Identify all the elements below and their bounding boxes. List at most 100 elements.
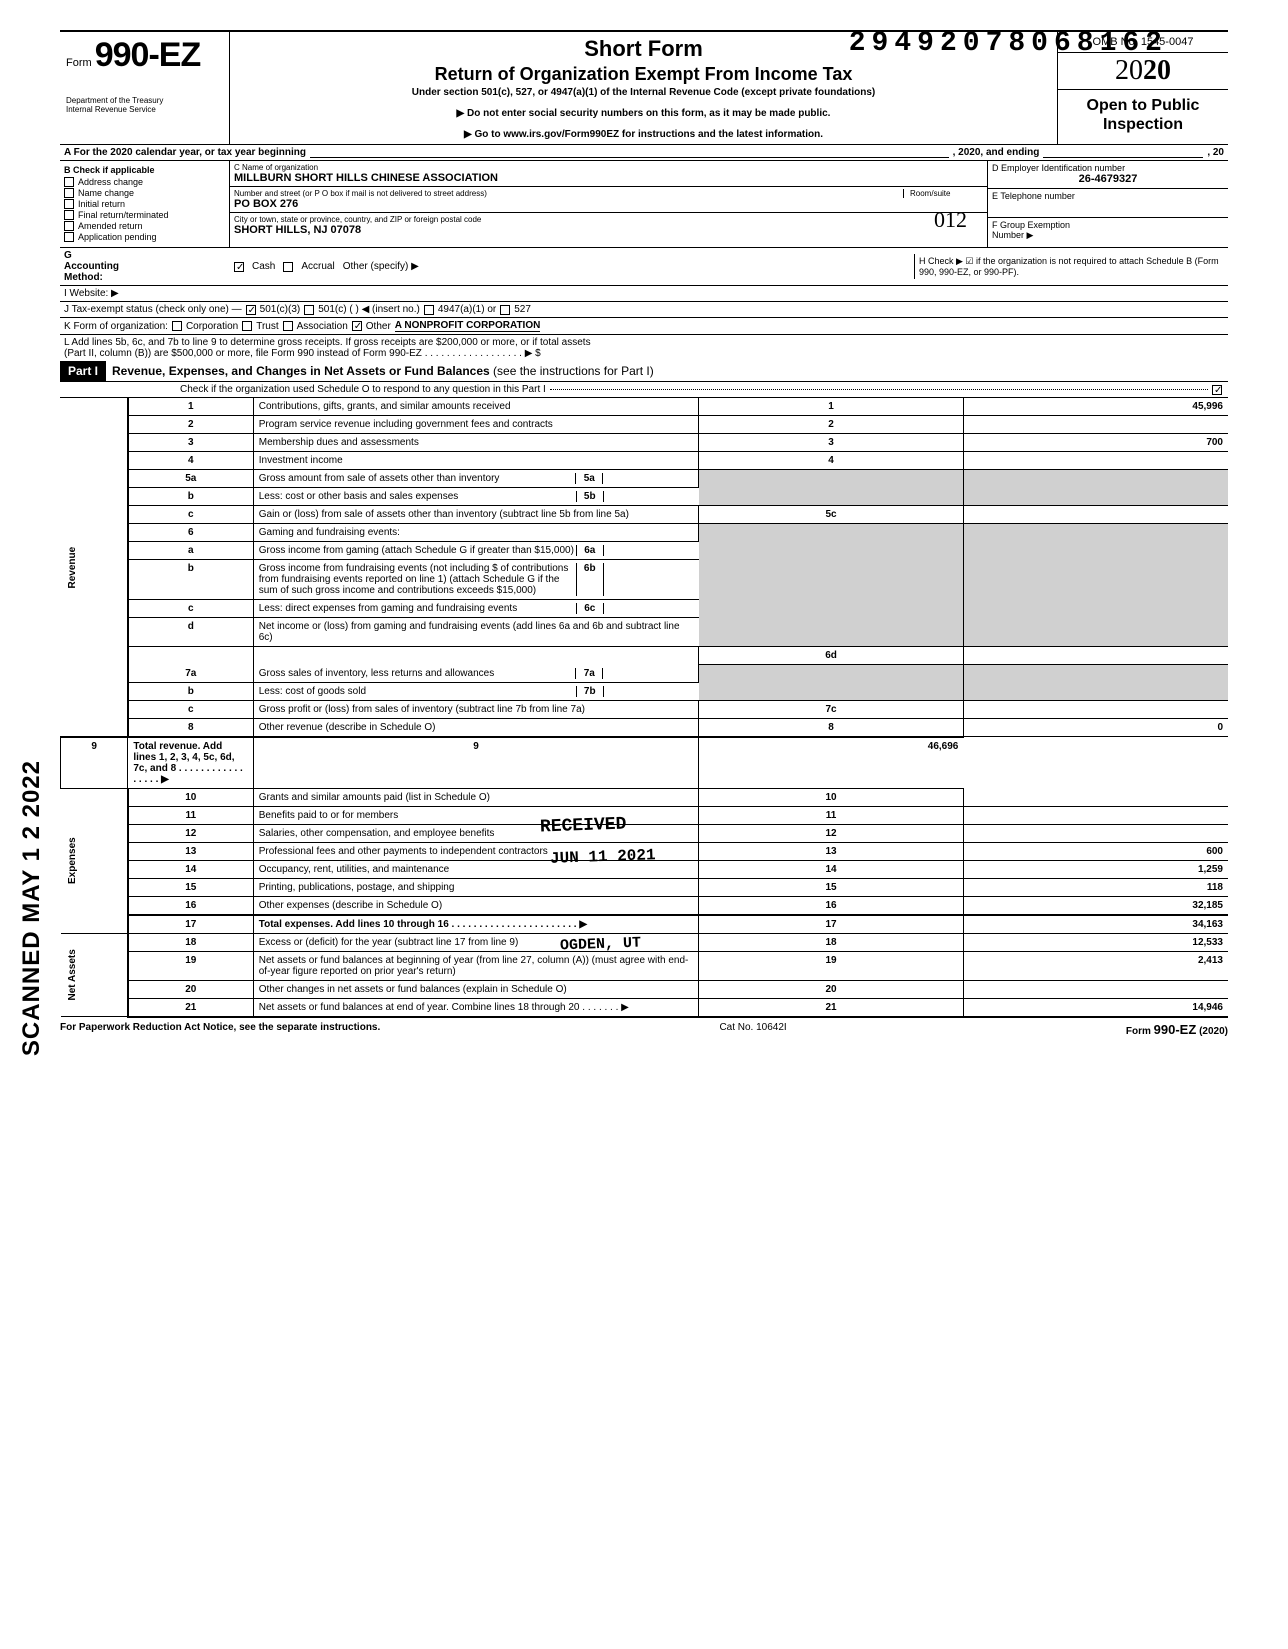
phone-label: E Telephone number (992, 191, 1224, 201)
inner-box-no: 6b (576, 563, 604, 596)
rowA-blank2[interactable] (1043, 147, 1203, 158)
line-num: 5a (128, 470, 253, 488)
opt-cash: Cash (252, 261, 275, 272)
chk-other-org[interactable] (352, 321, 362, 331)
chk-assoc[interactable] (283, 321, 293, 331)
part1-sub: (see the instructions for Part I) (493, 364, 654, 378)
rowA-left: A For the 2020 calendar year, or tax yea… (64, 147, 306, 158)
checkbox-icon[interactable] (64, 188, 74, 198)
chk-527[interactable] (500, 305, 510, 315)
city-label: City or town, state or province, country… (234, 215, 983, 224)
inner-amount[interactable] (603, 473, 693, 484)
chk-501c[interactable] (304, 305, 314, 315)
line-amount (963, 824, 1228, 842)
line-num: 13 (128, 842, 253, 860)
line-box: 18 (699, 933, 964, 951)
line-amount: 14,946 (963, 998, 1228, 1017)
chk-schedule-o[interactable] (1212, 385, 1222, 395)
document-locator-number: 29492078068162 (849, 28, 1168, 59)
chk-accrual[interactable] (283, 262, 293, 272)
checkbox-icon[interactable] (64, 177, 74, 187)
street-row: Room/suite Number and street (or P O box… (230, 187, 987, 213)
opt-501c3: 501(c)(3) (260, 304, 301, 315)
row-g-label: G Accounting Method: (64, 250, 78, 283)
line-desc-text: Less: cost or other basis and sales expe… (259, 491, 576, 502)
ein-label: D Employer Identification number (992, 163, 1224, 173)
total-exp-text: Total expenses. Add lines 10 through 16 (259, 919, 449, 930)
line-amount: 45,996 (963, 398, 1228, 416)
line-num: 4 (128, 452, 253, 470)
checkbox-icon[interactable] (64, 232, 74, 242)
under-section: Under section 501(c), 527, or 4947(a)(1)… (236, 87, 1051, 98)
line-box: 7c (699, 700, 964, 718)
line-desc: Net income or (loss) from gaming and fun… (253, 618, 699, 647)
line-desc: Gross sales of inventory, less returns a… (253, 665, 699, 683)
line-desc: Less: direct expenses from gaming and fu… (253, 600, 699, 618)
chk-cash[interactable] (234, 262, 244, 272)
line-box: 5c (699, 506, 964, 524)
line-desc: Less: cost of goods sold7b (253, 682, 699, 700)
page-footer: For Paperwork Reduction Act Notice, see … (60, 1018, 1228, 1037)
lines-wrapper: Revenue 1 Contributions, gifts, grants, … (60, 398, 1228, 1018)
identity-section: B Check if applicable Address change Nam… (60, 161, 1228, 248)
inner-amount[interactable] (604, 545, 694, 556)
inner-amount[interactable] (604, 563, 694, 596)
line-box: 9 (253, 737, 699, 789)
inner-amount[interactable] (604, 603, 694, 614)
chk-501c3[interactable] (246, 305, 256, 315)
ssn-warning: Do not enter social security numbers on … (236, 108, 1051, 119)
row-g-accounting: G Accounting Method: Cash Accrual Other … (60, 248, 1228, 286)
line-num: 17 (128, 915, 253, 934)
footer-left: For Paperwork Reduction Act Notice, see … (60, 1022, 380, 1037)
inner-box-no: 6a (576, 545, 604, 556)
line-num: d (128, 618, 253, 647)
footer-form-pre: Form (1126, 1026, 1154, 1037)
inner-amount[interactable] (603, 668, 693, 679)
check-line-text: Check if the organization used Schedule … (180, 384, 546, 395)
inner-amount[interactable] (604, 491, 694, 502)
group-exemption-row: F Group Exemption Number ▶ (988, 218, 1228, 246)
row-a-tax-year: A For the 2020 calendar year, or tax yea… (60, 145, 1228, 161)
chk-name-change[interactable]: Name change (64, 188, 225, 198)
line-desc: Contributions, gifts, grants, and simila… (253, 398, 699, 416)
treasury-dept: Department of the Treasury Internal Reve… (66, 97, 223, 115)
line-amount: 46,696 (699, 737, 964, 789)
shaded-cell (699, 665, 964, 701)
line-amount: 32,185 (963, 896, 1228, 915)
line-desc: Net assets or fund balances at end of ye… (253, 998, 699, 1017)
line-desc-text: Gross income from fundraising events (no… (259, 563, 576, 596)
line-box: 12 (699, 824, 964, 842)
chk-initial-return[interactable]: Initial return (64, 199, 225, 209)
line-desc: Other changes in net assets or fund bala… (253, 980, 699, 998)
chk-final-return[interactable]: Final return/terminated (64, 210, 225, 220)
checkbox-icon[interactable] (64, 221, 74, 231)
line-amount (963, 806, 1228, 824)
chk-address-change[interactable]: Address change (64, 177, 225, 187)
chk-label: Initial return (78, 199, 125, 209)
chk-corp[interactable] (172, 321, 182, 331)
rowA-blank1[interactable] (310, 147, 949, 158)
line-num: 12 (128, 824, 253, 842)
line-num: c (128, 700, 253, 718)
checkbox-icon[interactable] (64, 199, 74, 209)
opt-4947: 4947(a)(1) or (438, 304, 496, 315)
line-num: 19 (128, 951, 253, 980)
chk-application-pending[interactable]: Application pending (64, 232, 225, 242)
scanned-stamp: SCANNED MAY 1 2 2022 (18, 760, 46, 1056)
l-text: L Add lines 5b, 6c, and 7b to line 9 to … (64, 337, 591, 359)
line-amount (963, 506, 1228, 524)
line-num: 20 (128, 980, 253, 998)
chk-trust[interactable] (242, 321, 252, 331)
chk-amended-return[interactable]: Amended return (64, 221, 225, 231)
inner-amount[interactable] (604, 686, 694, 697)
form-990ez: 990-EZ (95, 36, 201, 74)
line-box: 16 (699, 896, 964, 915)
line-desc (253, 647, 699, 665)
row-l-gross-receipts: L Add lines 5b, 6c, and 7b to line 9 to … (60, 335, 1228, 361)
line-desc-text: Gross income from gaming (attach Schedul… (259, 545, 576, 556)
line-amount (963, 788, 1228, 806)
line-box: 20 (699, 980, 964, 998)
chk-4947[interactable] (424, 305, 434, 315)
line-desc: Gross income from fundraising events (no… (253, 560, 699, 600)
checkbox-icon[interactable] (64, 210, 74, 220)
